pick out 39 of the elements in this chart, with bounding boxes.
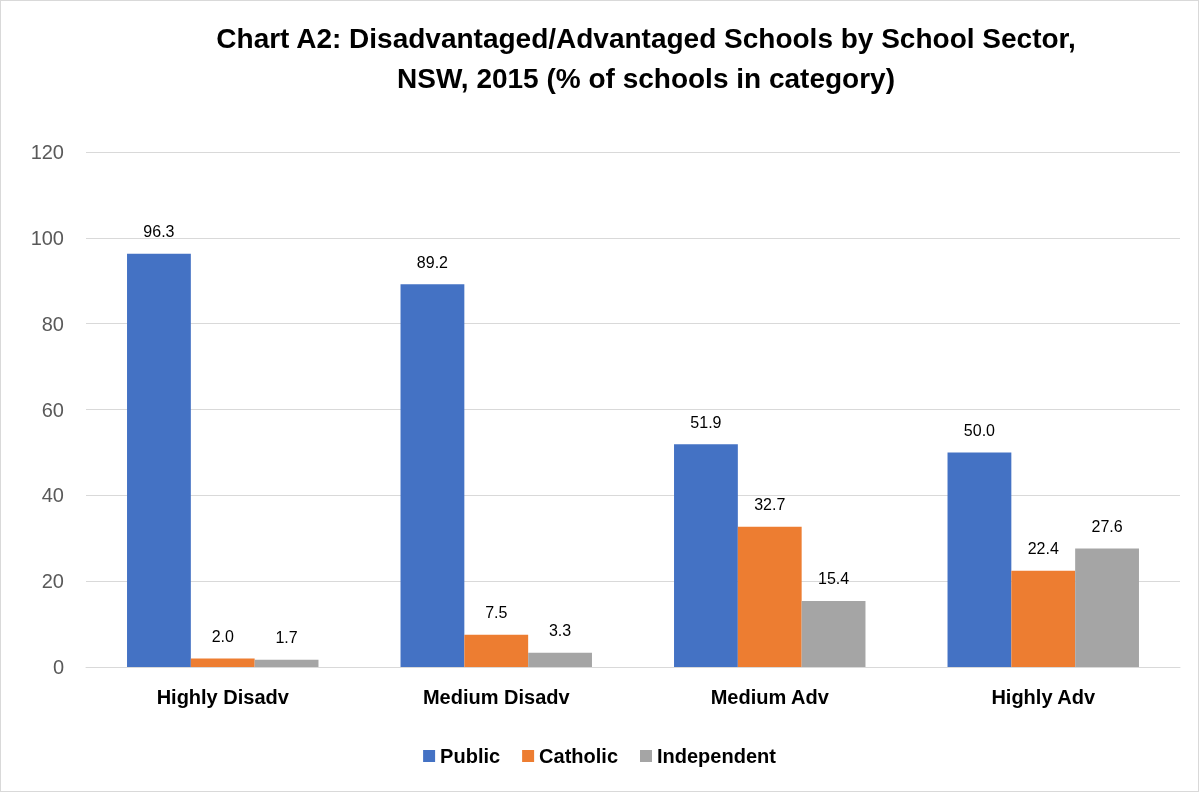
y-tick-label: 0 bbox=[52, 656, 64, 678]
bar bbox=[947, 452, 1012, 667]
data-label: 15.4 bbox=[818, 570, 850, 588]
data-label: 51.9 bbox=[690, 413, 722, 431]
bar bbox=[254, 659, 319, 667]
data-label: 3.3 bbox=[548, 622, 572, 640]
data-label: 50.0 bbox=[963, 421, 996, 439]
data-label: 32.7 bbox=[754, 496, 786, 514]
data-label: 1.7 bbox=[275, 629, 298, 647]
y-tick-label: 80 bbox=[41, 312, 64, 335]
bar bbox=[400, 284, 465, 667]
x-tick-label: Medium Adv bbox=[710, 686, 830, 708]
y-tick-label: 40 bbox=[41, 484, 64, 507]
legend-label: Catholic bbox=[539, 745, 619, 767]
chart-title: Chart A2: Disadvantaged/Advantaged Schools by School Sector, NSW, 2015 (% of schools in category) bbox=[216, 22, 1076, 94]
y-tick-label: 120 bbox=[30, 141, 64, 163]
x-tick-label: Highly Adv bbox=[991, 686, 1096, 708]
data-label: 96.3 bbox=[143, 223, 175, 241]
data-label: 27.6 bbox=[1091, 518, 1123, 536]
bar bbox=[528, 652, 592, 667]
bar bbox=[737, 526, 802, 667]
data-label: 22.4 bbox=[1027, 540, 1059, 558]
bar bbox=[464, 634, 529, 667]
data-label: 89.2 bbox=[416, 253, 449, 271]
bar bbox=[1075, 548, 1139, 667]
data-label: 2.0 bbox=[211, 627, 234, 645]
x-tick-label: Medium Disadv bbox=[422, 686, 571, 708]
bar bbox=[1011, 570, 1076, 667]
y-tick-label: 100 bbox=[30, 226, 64, 249]
bar bbox=[127, 253, 191, 667]
data-label: 7.5 bbox=[485, 604, 508, 622]
bar bbox=[674, 444, 738, 667]
bar bbox=[190, 658, 255, 667]
y-tick-label: 20 bbox=[41, 570, 64, 593]
y-tick-label: 60 bbox=[41, 398, 64, 421]
legend-label: Public bbox=[440, 745, 501, 767]
legend-label: Independent bbox=[657, 745, 777, 767]
x-tick-label: Highly Disadv bbox=[156, 686, 290, 708]
bar bbox=[801, 600, 866, 667]
